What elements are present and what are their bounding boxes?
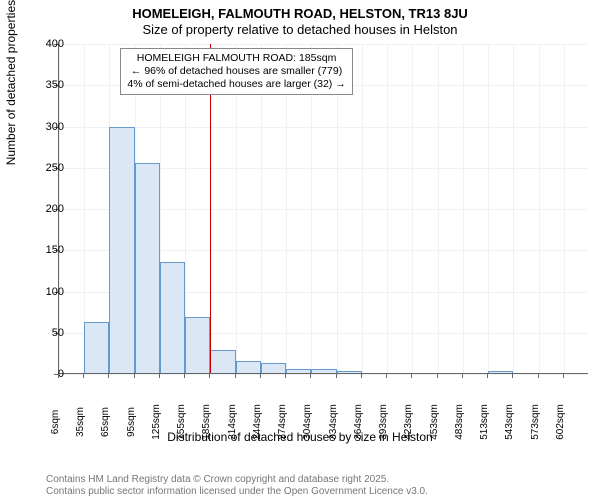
x-tick-mark xyxy=(386,374,387,378)
histogram-bar xyxy=(109,127,134,373)
x-tick-mark xyxy=(134,374,135,378)
x-tick-label: 304sqm xyxy=(302,404,313,440)
y-tick-label: 400 xyxy=(24,38,64,50)
y-tick-label: 100 xyxy=(24,286,64,298)
x-tick-label: 95sqm xyxy=(126,407,137,437)
y-tick-label: 150 xyxy=(24,244,64,256)
grid-line-vertical xyxy=(488,44,489,373)
x-tick-mark xyxy=(310,374,311,378)
x-tick-label: 364sqm xyxy=(353,404,364,440)
x-tick-mark xyxy=(411,374,412,378)
x-tick-mark xyxy=(184,374,185,378)
x-tick-label: 483sqm xyxy=(454,404,465,440)
annotation-line-2: ← 96% of detached houses are smaller (77… xyxy=(127,65,345,78)
y-tick-label: 200 xyxy=(24,203,64,215)
x-tick-mark xyxy=(159,374,160,378)
chart-title-main: HOMELEIGH, FALMOUTH ROAD, HELSTON, TR13 … xyxy=(0,6,600,21)
x-tick-label: 423sqm xyxy=(403,404,414,440)
x-tick-mark xyxy=(209,374,210,378)
plot-area: HOMELEIGH FALMOUTH ROAD: 185sqm ← 96% of… xyxy=(58,44,588,374)
x-tick-mark xyxy=(563,374,564,378)
x-tick-label: 214sqm xyxy=(227,404,238,440)
grid-line-vertical xyxy=(513,44,514,373)
x-tick-label: 185sqm xyxy=(201,404,212,440)
x-tick-label: 393sqm xyxy=(378,404,389,440)
x-tick-label: 35sqm xyxy=(75,407,86,437)
x-tick-mark xyxy=(235,374,236,378)
x-tick-mark xyxy=(361,374,362,378)
y-tick-label: 350 xyxy=(24,79,64,91)
histogram-bar xyxy=(210,350,235,373)
y-axis-label: Number of detached properties xyxy=(4,0,18,165)
grid-line-vertical xyxy=(438,44,439,373)
x-tick-mark xyxy=(512,374,513,378)
grid-line-vertical xyxy=(539,44,540,373)
histogram-bar xyxy=(488,371,513,373)
chart-title-sub: Size of property relative to detached ho… xyxy=(0,22,600,37)
chart-container: Number of detached properties HOMELEIGH … xyxy=(0,38,600,458)
grid-line-vertical xyxy=(564,44,565,373)
footer-line-1: Contains HM Land Registry data © Crown c… xyxy=(46,474,428,486)
x-tick-label: 543sqm xyxy=(504,404,515,440)
x-tick-label: 125sqm xyxy=(151,404,162,440)
y-tick-label: 50 xyxy=(24,327,64,339)
histogram-bar xyxy=(286,369,311,373)
x-tick-mark xyxy=(83,374,84,378)
x-tick-label: 334sqm xyxy=(328,404,339,440)
chart-title-block: HOMELEIGH, FALMOUTH ROAD, HELSTON, TR13 … xyxy=(0,0,600,37)
x-tick-mark xyxy=(260,374,261,378)
x-tick-mark xyxy=(285,374,286,378)
grid-line-vertical xyxy=(387,44,388,373)
x-tick-mark xyxy=(58,374,59,378)
x-tick-mark xyxy=(462,374,463,378)
grid-line-horizontal xyxy=(59,44,588,45)
footer-attribution: Contains HM Land Registry data © Crown c… xyxy=(46,474,428,498)
histogram-bar xyxy=(261,363,286,373)
x-tick-mark xyxy=(437,374,438,378)
x-tick-label: 453sqm xyxy=(429,404,440,440)
x-tick-mark xyxy=(336,374,337,378)
histogram-bar xyxy=(185,317,210,373)
x-tick-label: 274sqm xyxy=(277,404,288,440)
x-tick-label: 155sqm xyxy=(176,404,187,440)
annotation-line-3: 4% of semi-detached houses are larger (3… xyxy=(127,78,345,91)
x-tick-label: 573sqm xyxy=(530,404,541,440)
histogram-bar xyxy=(160,262,185,373)
histogram-bar xyxy=(135,163,160,373)
x-tick-mark xyxy=(108,374,109,378)
grid-line-horizontal xyxy=(59,374,588,375)
histogram-bar xyxy=(84,322,109,373)
y-tick-label: 300 xyxy=(24,121,64,133)
x-tick-label: 602sqm xyxy=(555,404,566,440)
footer-line-2: Contains public sector information licen… xyxy=(46,486,428,498)
x-tick-label: 6sqm xyxy=(50,410,61,434)
x-tick-mark xyxy=(538,374,539,378)
grid-line-vertical xyxy=(412,44,413,373)
annotation-line-1: HOMELEIGH FALMOUTH ROAD: 185sqm xyxy=(127,52,345,65)
histogram-bar xyxy=(311,369,336,373)
y-tick-label: 250 xyxy=(24,162,64,174)
grid-line-vertical xyxy=(362,44,363,373)
grid-line-horizontal xyxy=(59,127,588,128)
annotation-box: HOMELEIGH FALMOUTH ROAD: 185sqm ← 96% of… xyxy=(120,48,352,95)
histogram-bar xyxy=(337,371,362,373)
x-tick-label: 244sqm xyxy=(252,404,263,440)
histogram-bar xyxy=(236,361,261,373)
grid-line-vertical xyxy=(463,44,464,373)
x-tick-label: 513sqm xyxy=(479,404,490,440)
x-tick-mark xyxy=(487,374,488,378)
x-tick-label: 65sqm xyxy=(100,407,111,437)
